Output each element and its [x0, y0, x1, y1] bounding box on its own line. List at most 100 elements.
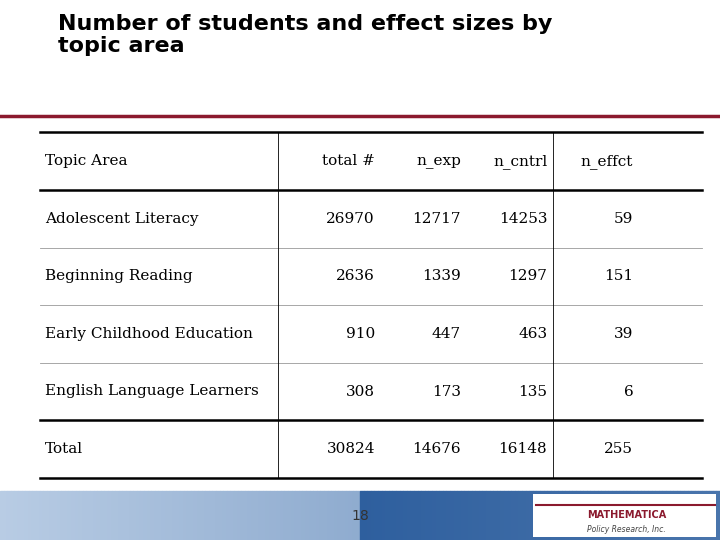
Bar: [158, 491, 162, 540]
Text: 2636: 2636: [336, 269, 375, 284]
Bar: [176, 491, 180, 540]
Bar: [342, 491, 346, 540]
Bar: [562, 491, 565, 540]
Bar: [4, 491, 7, 540]
Bar: [421, 491, 425, 540]
Bar: [0, 491, 4, 540]
Bar: [266, 491, 270, 540]
Bar: [626, 491, 630, 540]
Bar: [493, 491, 497, 540]
Bar: [540, 491, 544, 540]
Bar: [65, 491, 68, 540]
FancyBboxPatch shape: [533, 494, 716, 537]
Bar: [263, 491, 266, 540]
Bar: [288, 491, 292, 540]
Bar: [364, 491, 367, 540]
Bar: [580, 491, 583, 540]
Bar: [688, 491, 691, 540]
Bar: [212, 491, 216, 540]
Bar: [274, 491, 277, 540]
Bar: [407, 491, 410, 540]
Bar: [79, 491, 83, 540]
Bar: [673, 491, 677, 540]
Bar: [536, 491, 540, 540]
Text: 151: 151: [604, 269, 634, 284]
Bar: [256, 491, 259, 540]
Text: English Language Learners: English Language Learners: [45, 384, 259, 399]
Bar: [378, 491, 382, 540]
Bar: [709, 491, 713, 540]
Bar: [576, 491, 580, 540]
Bar: [328, 491, 331, 540]
Bar: [637, 491, 641, 540]
Bar: [565, 491, 569, 540]
Bar: [317, 491, 320, 540]
Bar: [518, 491, 522, 540]
Bar: [47, 491, 50, 540]
Bar: [684, 491, 688, 540]
Bar: [83, 491, 86, 540]
Bar: [86, 491, 90, 540]
Text: Beginning Reading: Beginning Reading: [45, 269, 193, 284]
Bar: [659, 491, 662, 540]
Bar: [691, 491, 695, 540]
Bar: [58, 491, 61, 540]
Text: n_cntrl: n_cntrl: [493, 154, 547, 168]
Bar: [335, 491, 338, 540]
Bar: [14, 491, 18, 540]
Bar: [90, 491, 94, 540]
Bar: [122, 491, 126, 540]
Bar: [29, 491, 32, 540]
Bar: [115, 491, 119, 540]
Bar: [446, 491, 450, 540]
Bar: [616, 491, 619, 540]
Text: Total: Total: [45, 442, 84, 456]
Bar: [198, 491, 202, 540]
Bar: [414, 491, 418, 540]
Bar: [454, 491, 457, 540]
Bar: [119, 491, 122, 540]
Bar: [367, 491, 371, 540]
Text: 1339: 1339: [423, 269, 461, 284]
Text: 173: 173: [432, 384, 461, 399]
Bar: [457, 491, 461, 540]
Bar: [346, 491, 349, 540]
Bar: [450, 491, 454, 540]
Bar: [605, 491, 608, 540]
Bar: [349, 491, 353, 540]
Text: 463: 463: [518, 327, 547, 341]
Bar: [173, 491, 176, 540]
Bar: [504, 491, 508, 540]
Bar: [284, 491, 288, 540]
Bar: [515, 491, 518, 540]
Bar: [302, 491, 306, 540]
Bar: [205, 491, 209, 540]
Bar: [713, 491, 716, 540]
Bar: [72, 491, 76, 540]
Bar: [644, 491, 648, 540]
Bar: [140, 491, 144, 540]
Bar: [112, 491, 115, 540]
Bar: [702, 491, 706, 540]
Bar: [22, 491, 25, 540]
Text: 447: 447: [432, 327, 461, 341]
Bar: [32, 491, 36, 540]
Bar: [418, 491, 421, 540]
Bar: [428, 491, 432, 540]
Text: Adolescent Literacy: Adolescent Literacy: [45, 212, 199, 226]
Bar: [500, 491, 504, 540]
Bar: [194, 491, 198, 540]
Bar: [472, 491, 475, 540]
Bar: [252, 491, 256, 540]
Text: Policy Research, Inc.: Policy Research, Inc.: [587, 525, 666, 534]
Bar: [202, 491, 205, 540]
Bar: [97, 491, 101, 540]
Bar: [490, 491, 493, 540]
Text: 14676: 14676: [413, 442, 461, 456]
Bar: [299, 491, 302, 540]
Bar: [155, 491, 158, 540]
Bar: [338, 491, 342, 540]
Bar: [184, 491, 187, 540]
Bar: [551, 491, 554, 540]
Text: 255: 255: [604, 442, 634, 456]
